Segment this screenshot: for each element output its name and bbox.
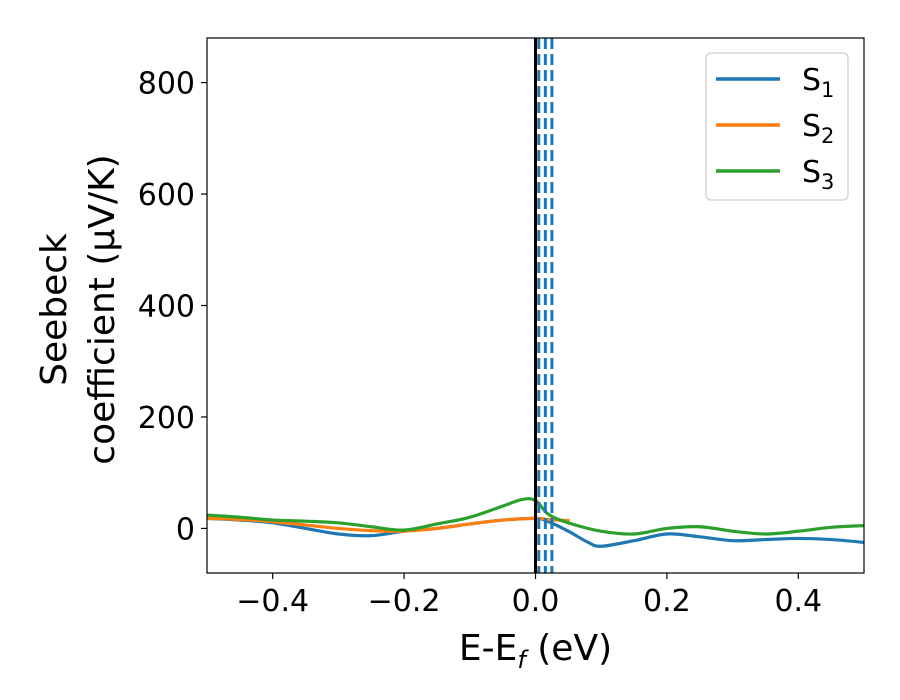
- plot-area-marks: [207, 38, 864, 573]
- y-tick-label: 400: [138, 290, 195, 325]
- legend-label-main: S: [802, 63, 821, 98]
- legend-label-s2: S2: [802, 109, 834, 148]
- axis-ticks: −0.4 −0.2 0.0 0.2 0.4 0 200 400 600 800: [138, 67, 822, 619]
- y-tick-label: 0: [176, 512, 195, 547]
- y-axis-label-line1: Seebeck: [34, 233, 75, 386]
- x-axis-label-unit: (eV): [526, 628, 612, 669]
- x-axis-label-main: E-E: [459, 628, 517, 669]
- x-axis-label: E-Ef (eV): [459, 628, 612, 674]
- legend-label-subscript: 3: [821, 170, 834, 194]
- x-tick-label: 0.4: [774, 584, 822, 619]
- x-tick-label: 0.2: [643, 584, 691, 619]
- x-tick-label: 0.0: [512, 584, 560, 619]
- x-tick-label: −0.2: [368, 584, 441, 619]
- x-tick-label: −0.4: [236, 584, 309, 619]
- legend-label-subscript: 1: [821, 78, 834, 102]
- legend-label-main: S: [802, 109, 821, 144]
- y-tick-label: 800: [138, 67, 195, 102]
- legend-label-s3: S3: [802, 155, 834, 194]
- y-axis-label-line2: coefficient (μV/K): [82, 154, 123, 464]
- legend-label-s1: S1: [802, 63, 834, 102]
- legend-label-main: S: [802, 155, 821, 190]
- legend-label-subscript: 2: [821, 124, 834, 148]
- y-axis-label: Seebeck coefficient (μV/K): [34, 154, 123, 464]
- series-line-s1: [207, 516, 864, 548]
- y-tick-label: 600: [138, 178, 195, 213]
- y-tick-label: 200: [138, 401, 195, 436]
